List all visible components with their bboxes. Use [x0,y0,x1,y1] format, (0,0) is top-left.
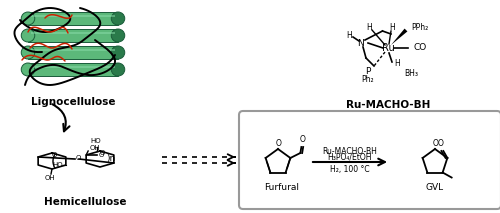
Bar [31,32,115,34]
Text: O: O [438,139,444,148]
Bar [31,49,115,51]
Polygon shape [391,29,407,45]
Text: N: N [358,39,364,47]
Bar [31,66,115,68]
Text: HO: HO [52,162,63,168]
Text: Ru-MACHO-BH: Ru-MACHO-BH [346,100,430,110]
Text: H: H [389,23,395,33]
Bar [28,63,118,76]
Text: O: O [76,155,80,161]
Ellipse shape [21,12,35,25]
Bar [28,46,118,59]
Text: O: O [300,135,306,144]
Text: OH: OH [89,145,100,151]
Bar [28,12,118,25]
Text: Lignocellulose: Lignocellulose [31,97,115,107]
Text: Ru-MACHO-BH: Ru-MACHO-BH [322,147,378,156]
Text: PPh₂: PPh₂ [412,23,428,33]
Text: GVL: GVL [426,183,444,192]
Text: O: O [432,139,438,148]
Text: O: O [276,139,281,148]
Text: Hemicellulose: Hemicellulose [44,197,126,207]
Text: O: O [52,152,57,158]
Text: Ru: Ru [382,43,394,53]
Ellipse shape [111,29,125,42]
Ellipse shape [21,29,35,42]
Text: H: H [394,59,400,69]
Text: H₂, 100 °C: H₂, 100 °C [330,165,370,174]
Bar [31,15,115,17]
Text: O: O [98,152,103,158]
Ellipse shape [111,46,125,59]
Text: CO: CO [414,43,426,52]
Text: OH: OH [44,175,56,181]
Ellipse shape [111,12,125,25]
Text: BH₃: BH₃ [404,69,418,78]
Ellipse shape [111,63,125,76]
Text: H: H [346,30,352,39]
Text: O: O [100,150,104,156]
Bar [28,29,118,42]
Text: H: H [366,23,372,32]
Text: Furfural: Furfural [264,183,300,192]
Text: HO: HO [90,138,102,144]
Text: )n: )n [106,154,116,164]
FancyBboxPatch shape [239,111,500,209]
Text: P: P [366,68,370,76]
Ellipse shape [21,63,35,76]
Text: Ph₂: Ph₂ [362,75,374,83]
Ellipse shape [21,46,35,59]
Text: H₃PO₄/EtOH: H₃PO₄/EtOH [328,152,372,161]
Text: (: ( [51,154,57,168]
